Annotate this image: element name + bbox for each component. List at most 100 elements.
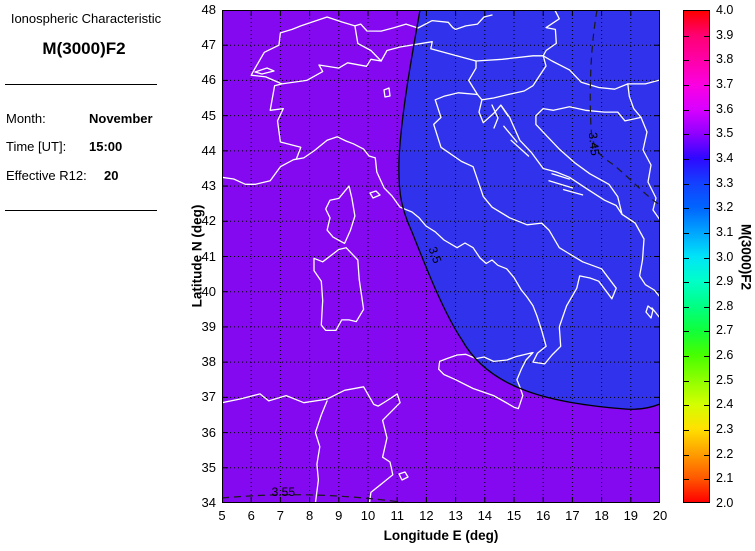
colorbar-tick-label: 3.6 bbox=[716, 101, 734, 116]
r12-label: Effective R12: bbox=[6, 168, 87, 183]
y-tick-label: 37 bbox=[201, 389, 216, 405]
coastline-north-africa bbox=[222, 386, 401, 503]
colorbar-tick-label: 3.1 bbox=[716, 224, 734, 239]
colorbar-tick-mark bbox=[684, 35, 689, 37]
contour-label-3.55: 3.55 bbox=[271, 485, 295, 500]
colorbar-tick-label: 3.7 bbox=[716, 76, 734, 91]
colorbar-tick-label: 3.0 bbox=[716, 249, 734, 264]
border-hungary-croatia bbox=[542, 55, 660, 90]
divider-bottom bbox=[5, 210, 157, 211]
colorbar-tick-mark bbox=[704, 60, 709, 62]
x-tick-label: 17 bbox=[565, 508, 580, 523]
contour-3p45-dashed bbox=[589, 10, 660, 206]
time-label: Time [UT]: bbox=[6, 139, 67, 154]
coastline-sicily bbox=[438, 351, 534, 410]
colorbar-tick-label: 2.9 bbox=[716, 274, 734, 289]
x-tick-label: 5 bbox=[218, 508, 226, 523]
coastline-italy-balkans bbox=[222, 92, 660, 365]
border-algeria-tunisia bbox=[314, 400, 328, 503]
plot-border bbox=[222, 10, 660, 503]
x-tick-label: 9 bbox=[335, 508, 343, 523]
x-axis-title: Longitude E (deg) bbox=[383, 528, 499, 543]
colorbar-tick-label: 2.6 bbox=[716, 348, 734, 363]
colorbar-tick-mark bbox=[684, 134, 689, 136]
x-tick-label: 7 bbox=[276, 508, 285, 523]
contour-lines-layer bbox=[222, 10, 660, 503]
colorbar-tick-mark bbox=[704, 306, 709, 308]
colorbar-tick-label: 3.4 bbox=[716, 150, 734, 165]
colorbar-tick-label: 2.0 bbox=[716, 496, 734, 510]
border-germany-austria bbox=[354, 14, 493, 32]
colorbar-tick-mark bbox=[684, 158, 689, 160]
colorbar-tick-mark bbox=[684, 232, 689, 234]
x-tick-label: 16 bbox=[535, 508, 551, 523]
colorbar-tick-label: 2.2 bbox=[716, 446, 734, 461]
colorbar-tick-mark bbox=[704, 158, 709, 160]
x-tick-label: 8 bbox=[305, 508, 314, 523]
colorbar-tick-mark bbox=[704, 109, 709, 111]
border-slovenia-croatia bbox=[481, 55, 547, 101]
colorbar-tick-mark bbox=[704, 380, 709, 382]
colorbar-tick-mark bbox=[704, 405, 709, 407]
colorbar-tick-mark bbox=[704, 430, 709, 432]
colorbar-tick-mark bbox=[684, 183, 689, 185]
y-tick-label: 44 bbox=[201, 142, 216, 158]
x-tick-label: 15 bbox=[506, 508, 522, 523]
x-tick-label: 20 bbox=[652, 508, 668, 523]
colorbar-tick-mark bbox=[704, 134, 709, 136]
colorbar-tick-mark bbox=[704, 84, 709, 86]
colorbar-tick-mark bbox=[704, 257, 709, 259]
colorbar-tick-mark bbox=[684, 306, 689, 308]
x-tick-label: 11 bbox=[390, 508, 404, 523]
colorbar-tick-label: 3.8 bbox=[716, 52, 734, 67]
y-tick-label: 48 bbox=[201, 2, 216, 17]
y-tick-label: 41 bbox=[201, 248, 216, 264]
time-value: 15:00 bbox=[89, 139, 123, 154]
map-plot: 3.45 3.5 3.55 bbox=[222, 10, 660, 503]
colorbar-tick-mark bbox=[684, 257, 689, 259]
colorbar-tick-mark bbox=[704, 331, 709, 333]
colorbar-tick-mark bbox=[684, 208, 689, 210]
coastline-sardinia bbox=[313, 247, 365, 332]
contour-3p5-solid bbox=[398, 10, 660, 410]
colorbar-tick-mark bbox=[704, 356, 709, 358]
y-tick-label: 39 bbox=[201, 318, 216, 334]
colorbar-tick-mark bbox=[684, 430, 689, 432]
colorbar-tick-mark bbox=[704, 35, 709, 37]
contour-3p55-dashed bbox=[222, 494, 412, 503]
r12-value: 20 bbox=[104, 168, 119, 183]
colorbar-tick-mark bbox=[684, 331, 689, 333]
y-tick-label: 36 bbox=[201, 424, 216, 440]
y-tick-label: 46 bbox=[201, 72, 216, 88]
y-tick-label: 45 bbox=[201, 107, 216, 123]
colorbar-tick-mark bbox=[704, 479, 709, 481]
border-austria-hungary bbox=[475, 10, 560, 62]
field-time: Time [UT]: 15:00 bbox=[0, 139, 185, 155]
border-serbia bbox=[640, 116, 660, 221]
colorbar-tick-mark bbox=[704, 232, 709, 234]
field-r12: Effective R12: 20 bbox=[0, 168, 185, 184]
month-value: November bbox=[89, 111, 153, 126]
colorbar-tick-label: 3.9 bbox=[716, 27, 734, 42]
x-tick-label: 12 bbox=[419, 508, 434, 523]
coastlines-layer bbox=[222, 10, 660, 503]
colorbar-tick-label: 2.5 bbox=[716, 372, 734, 387]
colorbar-tick-mark bbox=[684, 454, 689, 456]
colorbar-tick-label: 3.2 bbox=[716, 200, 734, 215]
x-tick-label: 18 bbox=[594, 508, 609, 523]
colorbar-tick-label: 4.0 bbox=[716, 3, 734, 17]
colorbar-tick-mark bbox=[704, 454, 709, 456]
x-tick-label: 6 bbox=[247, 508, 255, 523]
colorbar-tick-mark bbox=[684, 356, 689, 358]
colorbar-tick-mark bbox=[704, 208, 709, 210]
colorbar-tick-mark bbox=[684, 405, 689, 407]
border-switzerland bbox=[250, 16, 382, 85]
field-month: Month: November bbox=[0, 111, 185, 127]
x-tick-label: 10 bbox=[360, 508, 376, 523]
colorbar-tick-mark bbox=[704, 282, 709, 284]
colorbar-tick-mark bbox=[684, 282, 689, 284]
y-tick-label: 40 bbox=[201, 283, 216, 299]
colorbar-title: M(3000)F2 bbox=[738, 223, 754, 291]
x-tick-label: 19 bbox=[623, 508, 639, 523]
